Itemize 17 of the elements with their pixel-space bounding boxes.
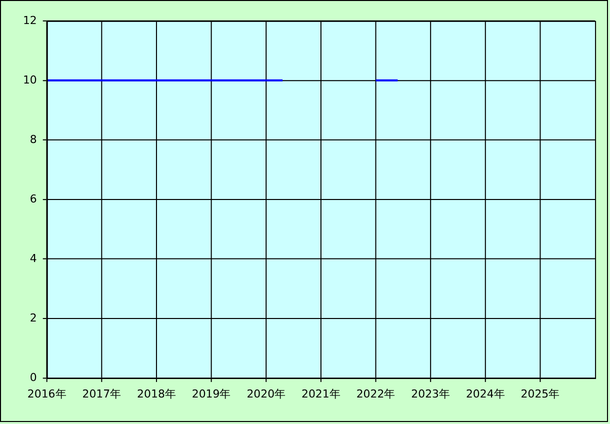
y-tick-label: 2 (30, 311, 37, 324)
x-tick-label: 2018年 (137, 387, 176, 400)
x-tick-label: 2023年 (411, 387, 450, 400)
x-tick-label: 2024年 (466, 387, 505, 400)
x-tick-label: 2025年 (520, 387, 560, 400)
y-tick-label: 12 (22, 14, 37, 27)
x-tick-label: 2019年 (192, 387, 231, 400)
x-tick-label: 2017年 (82, 387, 122, 400)
x-tick-label: 2022年 (356, 387, 396, 400)
x-tick-label: 2016年 (27, 387, 66, 400)
y-tick-label: 10 (22, 73, 37, 86)
y-tick-label: 6 (30, 192, 37, 206)
x-tick-label: 2020年 (246, 387, 286, 400)
y-tick-label: 8 (30, 132, 37, 146)
x-tick-label: 2021年 (302, 387, 340, 400)
y-tick-label: 4 (30, 252, 37, 265)
y-tick-label: 0 (30, 370, 37, 384)
